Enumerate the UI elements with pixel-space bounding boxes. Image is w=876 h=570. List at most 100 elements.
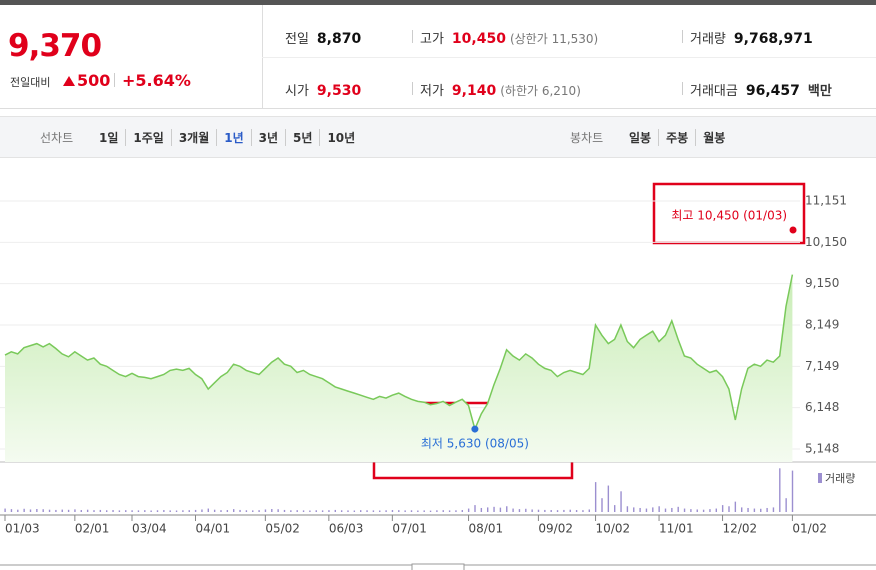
volume-bar	[467, 508, 470, 512]
quote-value: 96,457	[745, 83, 800, 99]
quote-note: (상한가 11,530)	[509, 32, 599, 46]
tab-group: 1일 1주일 3개월 1년 3년 5년 10년	[92, 129, 362, 146]
chart: 5,148 6,148 7,149 8,149 9,150 10,150 11,151 01/…	[0, 182, 876, 570]
volume-bar	[258, 510, 260, 512]
divider	[682, 82, 683, 95]
volume-bar	[74, 509, 76, 512]
volume-bar	[772, 507, 775, 512]
quote-label: 거래량	[690, 32, 726, 47]
volume-bar	[4, 508, 6, 512]
quote-value: 9,140	[451, 83, 497, 99]
legend-swatch	[818, 473, 822, 483]
volume-bar	[518, 509, 521, 512]
x-tick-label: 12/02	[723, 522, 758, 536]
tab[interactable]: 3개월	[170, 129, 216, 146]
volume-bar	[512, 508, 514, 512]
volume-bar	[321, 510, 324, 512]
volume-bar	[594, 482, 597, 512]
volume-bar	[753, 508, 756, 512]
volume-bar	[379, 510, 381, 512]
volume-bar	[131, 510, 133, 512]
tab[interactable]: 일봉	[629, 131, 652, 145]
volume-bar	[137, 510, 140, 512]
quote-note: (하한가 6,210)	[500, 84, 581, 98]
y-tick-label: 9,150	[805, 276, 839, 290]
tab[interactable]: 10년	[319, 129, 362, 146]
tab[interactable]: 3년	[250, 129, 285, 146]
volume-bar	[213, 509, 216, 512]
volume-bar	[163, 510, 165, 512]
highlight-box	[652, 182, 806, 245]
volume-bar	[696, 509, 698, 512]
volume-bar	[556, 510, 559, 512]
price: 9,370	[8, 28, 102, 64]
y-tick-label: 7,149	[805, 359, 839, 373]
x-tick-label: 04/01	[196, 522, 231, 536]
volume-bar	[461, 510, 463, 512]
x-tick-label: 08/01	[469, 522, 504, 536]
volume-bar	[645, 508, 648, 512]
volume-bar	[544, 509, 546, 512]
volume-bar	[531, 509, 533, 512]
tab[interactable]: 월봉	[695, 129, 732, 146]
volume-bar	[106, 510, 108, 512]
volume-bar	[10, 509, 13, 512]
change: 500	[77, 71, 111, 90]
quote-item: 거래대금 96,457 백만	[690, 80, 832, 99]
volume-bar	[328, 510, 330, 512]
divider	[262, 57, 876, 58]
x-tick-label: 06/03	[329, 522, 364, 536]
volume-bar	[575, 510, 578, 512]
volume-bar	[620, 491, 622, 512]
tab[interactable]: 주봉	[658, 129, 695, 146]
y-tick-label: 11,151	[805, 194, 847, 208]
x-tick-label: 01/03	[5, 522, 40, 536]
volume-bar	[207, 508, 209, 512]
quote-value: 8,870	[316, 31, 362, 47]
volume-bar	[474, 505, 476, 512]
quote-unit: 백만	[807, 84, 832, 99]
volume-bar	[614, 505, 616, 512]
tab[interactable]: 1년	[216, 129, 250, 146]
x-tick-label: 11/01	[659, 522, 694, 536]
y-tick-label: 10,150	[805, 235, 847, 249]
volume-bar	[658, 506, 660, 512]
volume-bar	[721, 505, 724, 512]
volume-bar	[55, 509, 57, 512]
tab-bar: 선차트 1일 1주일 3개월 1년 3년 5년 10년 봉차트 일봉 주봉 월봉	[0, 116, 876, 158]
volume-bar	[23, 508, 25, 512]
divider	[114, 73, 115, 87]
volume-bar	[156, 510, 159, 512]
volume-bar	[67, 509, 70, 512]
tab[interactable]: 5년	[285, 129, 319, 146]
volume-bar	[194, 509, 197, 512]
annotation-label: 최고 10,450 (01/03)	[671, 208, 787, 222]
tab-label: 봉차트	[570, 131, 604, 145]
tab[interactable]: 1주일	[125, 129, 170, 146]
volume-bar	[410, 510, 413, 512]
volume-bar	[626, 506, 629, 512]
x-tick-label: 07/01	[392, 522, 427, 536]
tab-group: 일봉 주봉 월봉	[622, 129, 732, 146]
volume-bar	[144, 510, 146, 512]
quote-label: 거래대금	[690, 84, 738, 99]
volume-bar	[150, 510, 152, 512]
tab[interactable]: 1일	[99, 131, 119, 145]
annotation-dot	[789, 226, 797, 234]
volume-bar	[182, 510, 184, 512]
change-rate: +5.64%	[122, 71, 191, 90]
volume-bar	[188, 510, 190, 512]
volume-bar	[169, 510, 171, 512]
volume-bar	[271, 509, 273, 512]
volume-bar	[302, 510, 305, 512]
volume-bar	[633, 507, 635, 512]
volume-bar	[506, 506, 508, 512]
volume-bar	[391, 510, 394, 512]
volume-bar	[309, 510, 311, 512]
price-area	[5, 274, 793, 462]
divider	[412, 82, 413, 95]
volume-bar	[347, 510, 349, 512]
volume-bar	[220, 510, 222, 512]
volume-bar	[709, 509, 711, 512]
volume-bar	[429, 510, 432, 512]
